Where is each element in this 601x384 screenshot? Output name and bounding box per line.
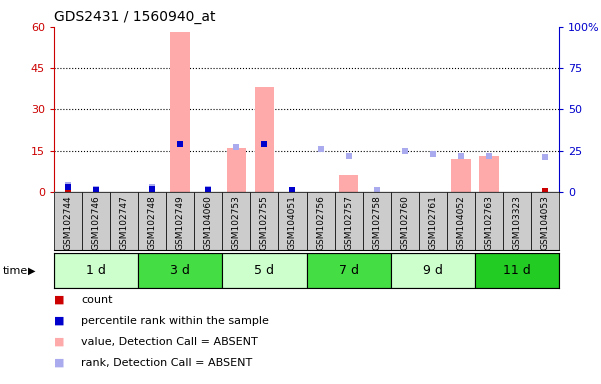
FancyBboxPatch shape (391, 253, 475, 288)
FancyBboxPatch shape (531, 192, 559, 250)
FancyBboxPatch shape (251, 192, 278, 250)
Text: GSM104053: GSM104053 (540, 195, 549, 250)
FancyBboxPatch shape (138, 253, 222, 288)
FancyBboxPatch shape (475, 192, 503, 250)
FancyBboxPatch shape (307, 192, 335, 250)
FancyBboxPatch shape (54, 192, 82, 250)
FancyBboxPatch shape (475, 253, 559, 288)
Text: GSM102758: GSM102758 (372, 195, 381, 250)
Text: GSM102761: GSM102761 (429, 195, 437, 250)
Bar (255, 88, 274, 192)
FancyBboxPatch shape (222, 253, 307, 288)
FancyBboxPatch shape (335, 192, 362, 250)
Text: rank, Detection Call = ABSENT: rank, Detection Call = ABSENT (81, 358, 252, 368)
Text: 3 d: 3 d (170, 264, 191, 277)
FancyBboxPatch shape (110, 192, 138, 250)
Text: GSM102763: GSM102763 (484, 195, 493, 250)
Text: GSM104052: GSM104052 (456, 195, 465, 250)
Bar (451, 159, 471, 192)
Text: ▶: ▶ (28, 266, 35, 276)
Text: GSM102757: GSM102757 (344, 195, 353, 250)
Text: GDS2431 / 1560940_at: GDS2431 / 1560940_at (54, 10, 216, 23)
Bar (227, 148, 246, 192)
Text: GSM103323: GSM103323 (513, 195, 521, 250)
Text: ■: ■ (54, 295, 64, 305)
Text: 7 d: 7 d (338, 264, 359, 277)
Text: 5 d: 5 d (254, 264, 275, 277)
FancyBboxPatch shape (362, 192, 391, 250)
FancyBboxPatch shape (138, 192, 166, 250)
Text: GSM102760: GSM102760 (400, 195, 409, 250)
Text: 11 d: 11 d (503, 264, 531, 277)
Text: GSM102744: GSM102744 (64, 195, 73, 250)
FancyBboxPatch shape (419, 192, 447, 250)
Text: GSM102746: GSM102746 (92, 195, 100, 250)
Bar (339, 175, 358, 192)
Text: count: count (81, 295, 112, 305)
Text: ■: ■ (54, 358, 64, 368)
FancyBboxPatch shape (278, 192, 307, 250)
Text: GSM104051: GSM104051 (288, 195, 297, 250)
Text: GSM102753: GSM102753 (232, 195, 241, 250)
FancyBboxPatch shape (222, 192, 251, 250)
Text: 1 d: 1 d (86, 264, 106, 277)
Text: time: time (3, 266, 28, 276)
Text: ■: ■ (54, 337, 64, 347)
Text: GSM102748: GSM102748 (148, 195, 157, 250)
FancyBboxPatch shape (82, 192, 110, 250)
Text: GSM102747: GSM102747 (120, 195, 129, 250)
Text: GSM102755: GSM102755 (260, 195, 269, 250)
Text: 9 d: 9 d (423, 264, 443, 277)
Text: ■: ■ (54, 316, 64, 326)
FancyBboxPatch shape (307, 253, 391, 288)
FancyBboxPatch shape (54, 253, 138, 288)
FancyBboxPatch shape (166, 192, 194, 250)
Text: GSM102756: GSM102756 (316, 195, 325, 250)
Text: GSM102749: GSM102749 (176, 195, 185, 250)
Bar (171, 32, 190, 192)
Text: value, Detection Call = ABSENT: value, Detection Call = ABSENT (81, 337, 258, 347)
FancyBboxPatch shape (194, 192, 222, 250)
Bar (479, 156, 499, 192)
FancyBboxPatch shape (447, 192, 475, 250)
FancyBboxPatch shape (391, 192, 419, 250)
Text: GSM104060: GSM104060 (204, 195, 213, 250)
Text: percentile rank within the sample: percentile rank within the sample (81, 316, 269, 326)
FancyBboxPatch shape (503, 192, 531, 250)
